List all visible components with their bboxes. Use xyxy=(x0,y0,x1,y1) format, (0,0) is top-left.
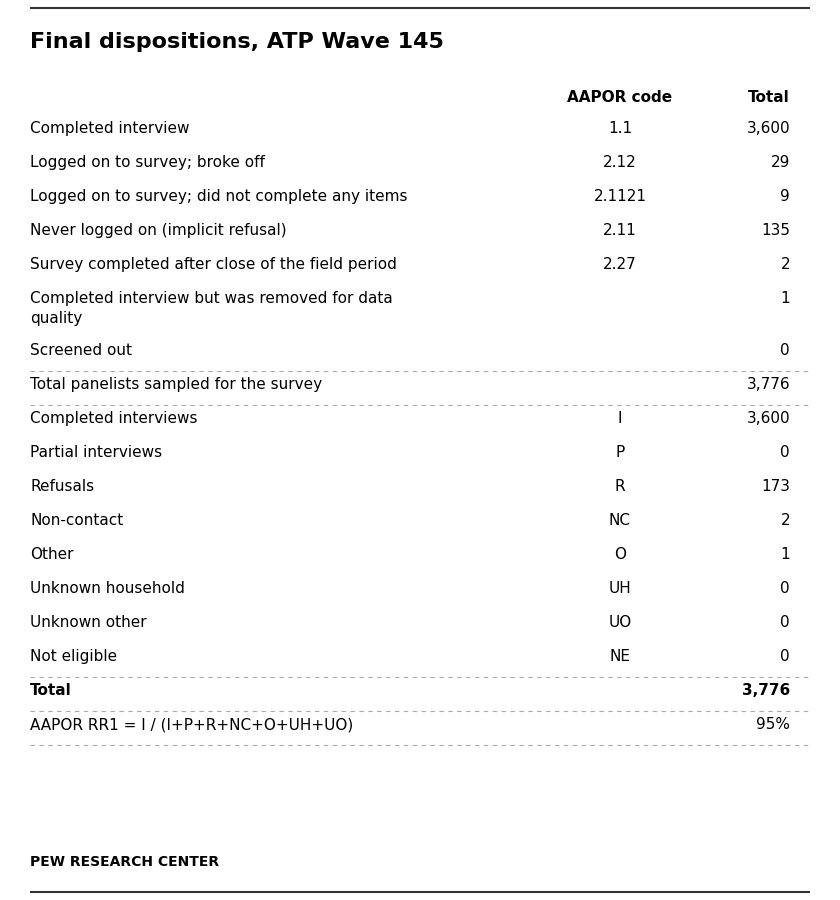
Text: Survey completed after close of the field period: Survey completed after close of the fiel… xyxy=(30,257,396,272)
Text: 1: 1 xyxy=(780,291,790,306)
Text: AAPOR code: AAPOR code xyxy=(568,90,673,105)
Text: 9: 9 xyxy=(780,189,790,204)
Text: 0: 0 xyxy=(780,445,790,460)
Text: 2: 2 xyxy=(780,513,790,528)
Text: Never logged on (implicit refusal): Never logged on (implicit refusal) xyxy=(30,223,286,238)
Text: PEW RESEARCH CENTER: PEW RESEARCH CENTER xyxy=(30,855,219,869)
Text: Completed interview but was removed for data
quality: Completed interview but was removed for … xyxy=(30,291,393,326)
Text: 29: 29 xyxy=(770,155,790,170)
Text: 135: 135 xyxy=(761,223,790,238)
Text: Non-contact: Non-contact xyxy=(30,513,123,528)
Text: 2.1121: 2.1121 xyxy=(594,189,647,204)
Text: NE: NE xyxy=(610,649,631,664)
Text: 3,776: 3,776 xyxy=(747,377,790,392)
Text: 3,776: 3,776 xyxy=(742,683,790,698)
Text: 1.1: 1.1 xyxy=(608,121,632,136)
Text: 3,600: 3,600 xyxy=(747,121,790,136)
Text: I: I xyxy=(617,411,622,426)
Text: Logged on to survey; broke off: Logged on to survey; broke off xyxy=(30,155,265,170)
Text: Unknown other: Unknown other xyxy=(30,615,147,630)
Text: Total panelists sampled for the survey: Total panelists sampled for the survey xyxy=(30,377,322,392)
Text: AAPOR RR1 = I / (I+P+R+NC+O+UH+UO): AAPOR RR1 = I / (I+P+R+NC+O+UH+UO) xyxy=(30,717,354,732)
Text: 1: 1 xyxy=(780,547,790,562)
Text: Screened out: Screened out xyxy=(30,343,132,358)
Text: 173: 173 xyxy=(761,479,790,494)
Text: 2.27: 2.27 xyxy=(603,257,637,272)
Text: 0: 0 xyxy=(780,343,790,358)
Text: Completed interview: Completed interview xyxy=(30,121,190,136)
Text: 3,600: 3,600 xyxy=(747,411,790,426)
Text: Partial interviews: Partial interviews xyxy=(30,445,162,460)
Text: 0: 0 xyxy=(780,581,790,596)
Text: Unknown household: Unknown household xyxy=(30,581,185,596)
Text: P: P xyxy=(616,445,625,460)
Text: Final dispositions, ATP Wave 145: Final dispositions, ATP Wave 145 xyxy=(30,32,444,52)
Text: Total: Total xyxy=(748,90,790,105)
Text: 2.12: 2.12 xyxy=(603,155,637,170)
Text: Not eligible: Not eligible xyxy=(30,649,117,664)
Text: 95%: 95% xyxy=(756,717,790,732)
Text: Total: Total xyxy=(30,683,71,698)
Text: NC: NC xyxy=(609,513,631,528)
Text: Other: Other xyxy=(30,547,74,562)
Text: UO: UO xyxy=(608,615,632,630)
Text: Completed interviews: Completed interviews xyxy=(30,411,197,426)
Text: 0: 0 xyxy=(780,649,790,664)
Text: UH: UH xyxy=(609,581,632,596)
Text: Refusals: Refusals xyxy=(30,479,94,494)
Text: Logged on to survey; did not complete any items: Logged on to survey; did not complete an… xyxy=(30,189,407,204)
Text: O: O xyxy=(614,547,626,562)
Text: R: R xyxy=(615,479,625,494)
Text: 2.11: 2.11 xyxy=(603,223,637,238)
Text: 0: 0 xyxy=(780,615,790,630)
Text: 2: 2 xyxy=(780,257,790,272)
